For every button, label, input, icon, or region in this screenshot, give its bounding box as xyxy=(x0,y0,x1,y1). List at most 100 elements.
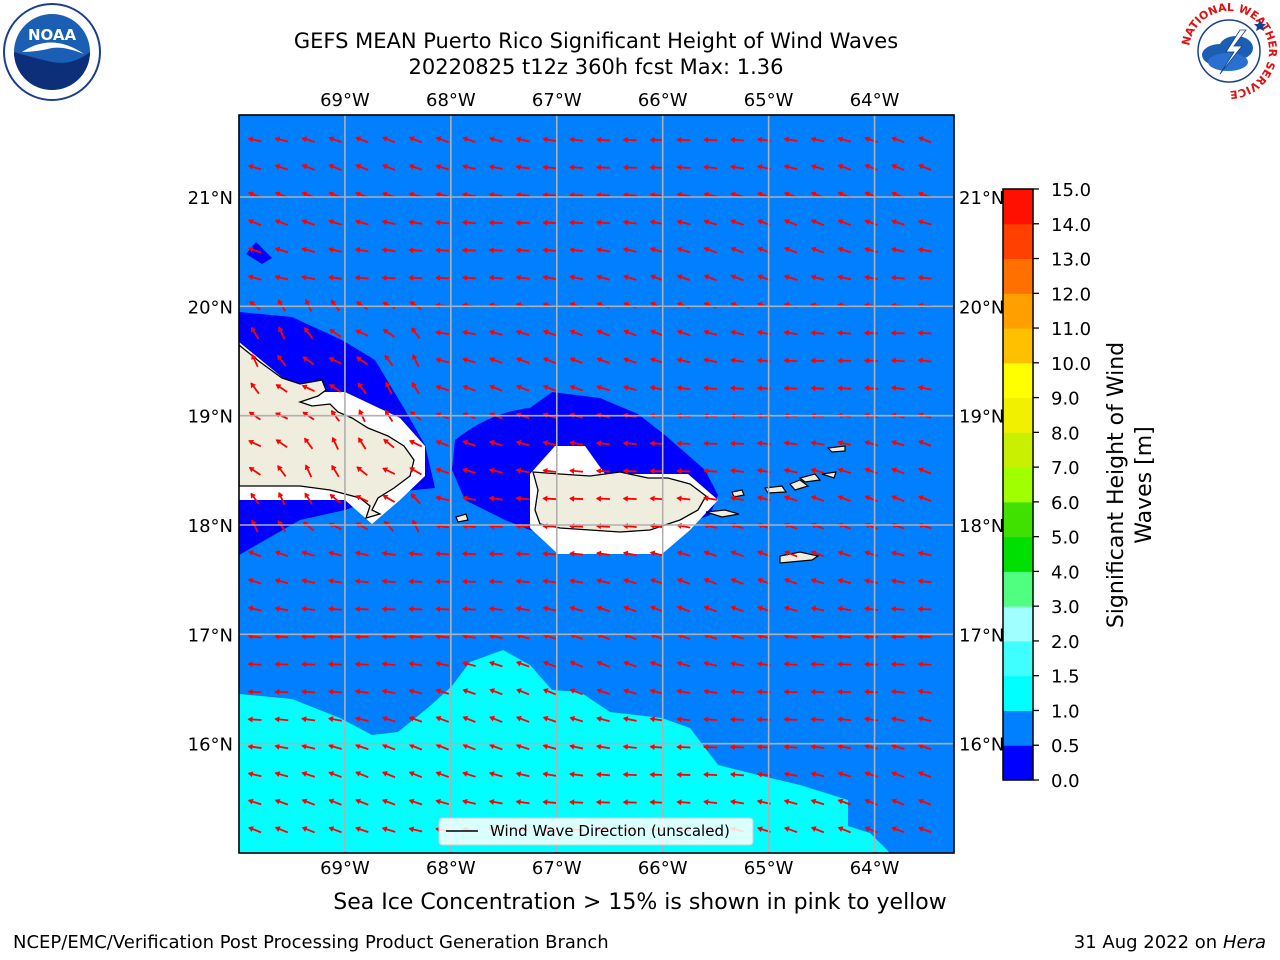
wave-direction-arrow xyxy=(462,798,476,805)
wave-direction-arrow xyxy=(703,468,718,475)
wave-direction-arrow xyxy=(489,743,503,751)
wave-direction-arrow xyxy=(488,467,503,474)
wave-direction-arrow xyxy=(381,661,396,668)
wave-direction-arrow xyxy=(301,688,316,695)
wave-direction-arrow xyxy=(408,274,423,281)
wave-direction-arrow xyxy=(462,467,476,474)
wave-direction-arrow xyxy=(542,660,557,668)
island-vieques xyxy=(705,509,740,518)
wave-direction-arrow xyxy=(917,743,932,751)
wave-direction-arrow xyxy=(783,743,798,750)
wave-direction-arrow xyxy=(676,605,691,613)
wave-direction-arrow xyxy=(703,191,718,198)
wave-direction-arrow xyxy=(649,468,664,475)
wave-direction-arrow xyxy=(837,716,852,723)
wave-direction-arrow xyxy=(596,329,610,337)
colorbar-tick-label: 11.0 xyxy=(1051,319,1091,340)
wave-direction-arrow xyxy=(274,550,289,558)
wave-direction-arrow xyxy=(301,661,316,668)
wave-direction-arrow xyxy=(729,136,744,143)
wave-direction-arrow xyxy=(703,164,718,171)
wave-direction-arrow xyxy=(301,771,316,778)
wave-direction-arrow xyxy=(515,550,530,557)
wave-direction-arrow xyxy=(810,798,825,806)
wave-direction-arrow xyxy=(837,467,852,475)
wave-direction-arrow xyxy=(569,467,584,474)
wave-direction-arrow xyxy=(408,163,423,171)
wave-direction-arrow xyxy=(837,798,852,806)
wave-direction-arrow xyxy=(891,219,905,226)
wave-direction-arrow xyxy=(864,440,878,447)
map-plot-area xyxy=(239,115,954,853)
wave-direction-arrow xyxy=(676,385,691,391)
wave-direction-arrow xyxy=(918,467,932,475)
wave-direction-arrow xyxy=(569,136,584,143)
wave-direction-arrow xyxy=(864,246,878,253)
wave-direction-arrow xyxy=(676,660,691,668)
wave-direction-arrow xyxy=(409,467,422,476)
lat-label-left: 21°N xyxy=(188,188,233,209)
wave-direction-arrow xyxy=(381,826,396,833)
wave-direction-arrow xyxy=(435,247,450,254)
wave-direction-arrow xyxy=(783,716,798,723)
wave-direction-arrow xyxy=(357,382,367,395)
wave-direction-arrow xyxy=(650,605,664,613)
wave-direction-arrow xyxy=(515,219,530,226)
colorbar-tick-label: 0.5 xyxy=(1051,736,1080,757)
wave-direction-arrow xyxy=(462,136,476,143)
wave-direction-arrow xyxy=(515,660,530,668)
colorbar-segment xyxy=(1003,640,1033,677)
wave-direction-arrow xyxy=(891,743,905,750)
wave-direction-arrow xyxy=(327,633,342,640)
wave-direction-arrow xyxy=(278,326,286,340)
wave-direction-arrow xyxy=(274,136,289,143)
wave-direction-arrow xyxy=(864,219,878,226)
colorbar-tick-label: 15.0 xyxy=(1051,180,1091,201)
wave-direction-arrow xyxy=(863,385,878,392)
wave-direction-arrow xyxy=(462,743,476,751)
wave-direction-arrow xyxy=(676,136,691,143)
wave-direction-arrow xyxy=(435,219,450,226)
wave-direction-arrow xyxy=(488,274,503,281)
wave-direction-arrow xyxy=(784,550,798,558)
wave-direction-arrow xyxy=(676,164,691,171)
lon-label-top: 67°W xyxy=(532,90,582,111)
wave-direction-arrow xyxy=(730,660,744,667)
wave-direction-arrow xyxy=(864,798,878,806)
wave-direction-arrow xyxy=(569,771,584,778)
wave-direction-arrow xyxy=(595,219,610,226)
wave-direction-arrow xyxy=(596,384,610,392)
wave-direction-arrow xyxy=(515,164,530,171)
colorbar-segment xyxy=(1003,675,1033,711)
colorbar-tick-label: 10.0 xyxy=(1051,354,1091,375)
wave-direction-arrow xyxy=(275,439,288,449)
colorbar-tick-label: 2.0 xyxy=(1051,632,1080,653)
wave-direction-arrow xyxy=(569,247,584,254)
wave-direction-arrow xyxy=(327,274,342,281)
colorbar-tick-label: 14.0 xyxy=(1051,215,1091,236)
wave-direction-arrow xyxy=(595,136,610,143)
wave-direction-arrow xyxy=(274,798,289,806)
wave-direction-arrow xyxy=(676,550,691,557)
wave-direction-arrow xyxy=(676,495,691,502)
wave-direction-arrow xyxy=(274,605,289,612)
wave-direction-arrow xyxy=(810,716,825,723)
wave-direction-arrow xyxy=(837,274,852,281)
wave-direction-arrow xyxy=(649,716,664,723)
wave-direction-arrow xyxy=(248,826,262,834)
wave-direction-arrow xyxy=(274,716,289,723)
wave-direction-arrow xyxy=(918,798,932,806)
wave-direction-arrow xyxy=(435,688,450,695)
wave-direction-arrow xyxy=(729,385,744,392)
wave-direction-arrow xyxy=(542,715,557,723)
colorbar-segment xyxy=(1003,328,1033,364)
wave-direction-arrow xyxy=(837,550,852,558)
wave-direction-arrow xyxy=(569,219,584,226)
wave-direction-arrow xyxy=(435,771,450,778)
wave-direction-arrow xyxy=(676,799,691,806)
wave-direction-arrow xyxy=(863,330,878,337)
wave-direction-arrow xyxy=(461,219,476,226)
wave-direction-arrow xyxy=(408,550,423,557)
wave-direction-arrow xyxy=(864,771,878,778)
